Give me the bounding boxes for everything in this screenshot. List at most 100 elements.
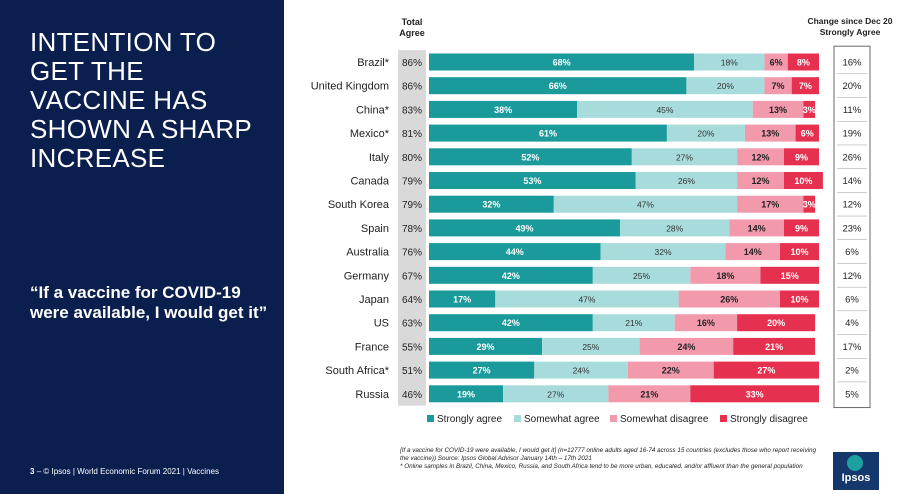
data-label: 47% bbox=[637, 200, 654, 210]
bar-segment bbox=[429, 337, 543, 355]
bar-segment bbox=[503, 385, 609, 403]
bar-segment bbox=[737, 314, 816, 332]
data-label: 3% bbox=[803, 200, 816, 210]
data-label: 7% bbox=[799, 81, 812, 91]
data-label: 18% bbox=[716, 271, 734, 281]
data-label: 10% bbox=[794, 176, 812, 186]
data-label: 10% bbox=[790, 247, 808, 257]
bar-segment bbox=[429, 172, 636, 189]
change-header: Change since Dec 20 bbox=[807, 16, 892, 26]
change-value: 20% bbox=[842, 81, 862, 92]
change-value: 26% bbox=[842, 152, 862, 163]
data-label: 16% bbox=[697, 318, 715, 328]
data-label: 8% bbox=[797, 58, 810, 68]
change-value: 12% bbox=[842, 200, 862, 211]
data-label: 28% bbox=[666, 223, 683, 233]
category-label: Italy bbox=[369, 152, 390, 164]
category-label: China* bbox=[356, 104, 390, 116]
bar-segment bbox=[627, 361, 714, 379]
change-value: 2% bbox=[845, 366, 859, 377]
slide-quote: “If a vaccine for COVID-19 were availabl… bbox=[30, 283, 268, 322]
bar-segment bbox=[608, 385, 691, 403]
data-label: 20% bbox=[697, 129, 714, 139]
category-label: Mexico* bbox=[350, 128, 390, 140]
data-label: 21% bbox=[640, 389, 658, 399]
bar-segment bbox=[764, 77, 792, 95]
data-label: 7% bbox=[772, 81, 785, 91]
bar-segment bbox=[737, 195, 804, 213]
data-label: 20% bbox=[767, 318, 785, 328]
footnote-sample: * Online samples in Brazil, China, Mexic… bbox=[400, 463, 803, 470]
bar-segment bbox=[429, 266, 593, 284]
bar-segment bbox=[764, 53, 788, 71]
data-label: 19% bbox=[457, 389, 475, 399]
legend-swatch bbox=[720, 415, 727, 422]
total-agree-value: 51% bbox=[402, 366, 422, 377]
data-label: 20% bbox=[717, 81, 734, 91]
bar-segment bbox=[534, 361, 628, 379]
data-label: 14% bbox=[744, 247, 762, 257]
data-label: 24% bbox=[573, 366, 590, 376]
data-label: 27% bbox=[757, 366, 775, 376]
category-label: Canada bbox=[350, 176, 389, 188]
bar-segment bbox=[737, 148, 784, 166]
bar-segment bbox=[783, 148, 819, 166]
data-label: 6% bbox=[770, 58, 783, 68]
data-label: 33% bbox=[746, 389, 764, 399]
legend-swatch bbox=[427, 415, 434, 422]
bar-segment bbox=[429, 219, 621, 237]
change-value: 6% bbox=[845, 247, 859, 258]
total-agree-header: Total bbox=[402, 17, 423, 27]
bar-segment bbox=[780, 243, 819, 261]
category-label: South Korea bbox=[328, 199, 390, 211]
slide-title: INTENTION TO GET THE VACCINE HAS SHOWN A… bbox=[30, 27, 252, 173]
category-label: Australia bbox=[346, 247, 390, 259]
data-label: 42% bbox=[502, 271, 520, 281]
footnote: [If a vaccine for COVID-19 were availabl… bbox=[400, 447, 822, 471]
total-agree-value: 64% bbox=[402, 295, 422, 306]
bar-segment bbox=[429, 314, 593, 332]
data-label: 24% bbox=[677, 342, 695, 352]
total-agree-header: Agree bbox=[399, 28, 425, 38]
total-agree-value: 63% bbox=[402, 319, 422, 330]
bar-segment bbox=[795, 124, 819, 142]
legend-label: Somewhat disagree bbox=[620, 414, 709, 425]
footer-line: 3 – © Ipsos | World Economic Forum 2021 … bbox=[30, 467, 219, 476]
data-label: 22% bbox=[662, 366, 680, 376]
bar-segment bbox=[803, 100, 816, 118]
left-panel: INTENTION TO GET THE VACCINE HAS SHOWN A… bbox=[0, 0, 284, 494]
data-label: 9% bbox=[795, 152, 808, 162]
total-agree-value: 81% bbox=[402, 129, 422, 140]
bar-segment bbox=[635, 172, 738, 189]
data-label: 18% bbox=[721, 58, 738, 68]
page-number: 3 bbox=[30, 467, 35, 476]
category-label: United Kingdom bbox=[311, 81, 389, 93]
change-value: 5% bbox=[845, 389, 859, 400]
bar-segment bbox=[666, 124, 745, 142]
category-label: Japan bbox=[359, 294, 389, 306]
total-agree-value: 79% bbox=[402, 200, 422, 211]
bar-segment bbox=[542, 337, 640, 355]
data-label: 29% bbox=[477, 342, 495, 352]
total-agree-value: 80% bbox=[402, 153, 422, 164]
bar-segment bbox=[744, 124, 796, 142]
total-agree-value: 67% bbox=[402, 271, 422, 282]
bar-segment bbox=[803, 195, 816, 213]
change-value: 23% bbox=[842, 223, 862, 234]
bar-segment bbox=[783, 219, 819, 237]
data-label: 26% bbox=[678, 176, 695, 186]
legend-label: Strongly disagree bbox=[730, 414, 808, 425]
data-label: 61% bbox=[539, 129, 557, 139]
bar-segment bbox=[631, 148, 738, 166]
bar-segment bbox=[733, 337, 816, 355]
bar-segment bbox=[429, 148, 632, 166]
total-agree-value: 86% bbox=[402, 58, 422, 69]
logo-ring-icon bbox=[847, 455, 863, 471]
total-agree-value: 76% bbox=[402, 248, 422, 259]
bar-segment bbox=[780, 290, 819, 308]
bar-segment bbox=[713, 361, 819, 379]
data-label: 12% bbox=[751, 176, 769, 186]
data-label: 52% bbox=[521, 152, 539, 162]
total-agree-value: 86% bbox=[402, 82, 422, 93]
